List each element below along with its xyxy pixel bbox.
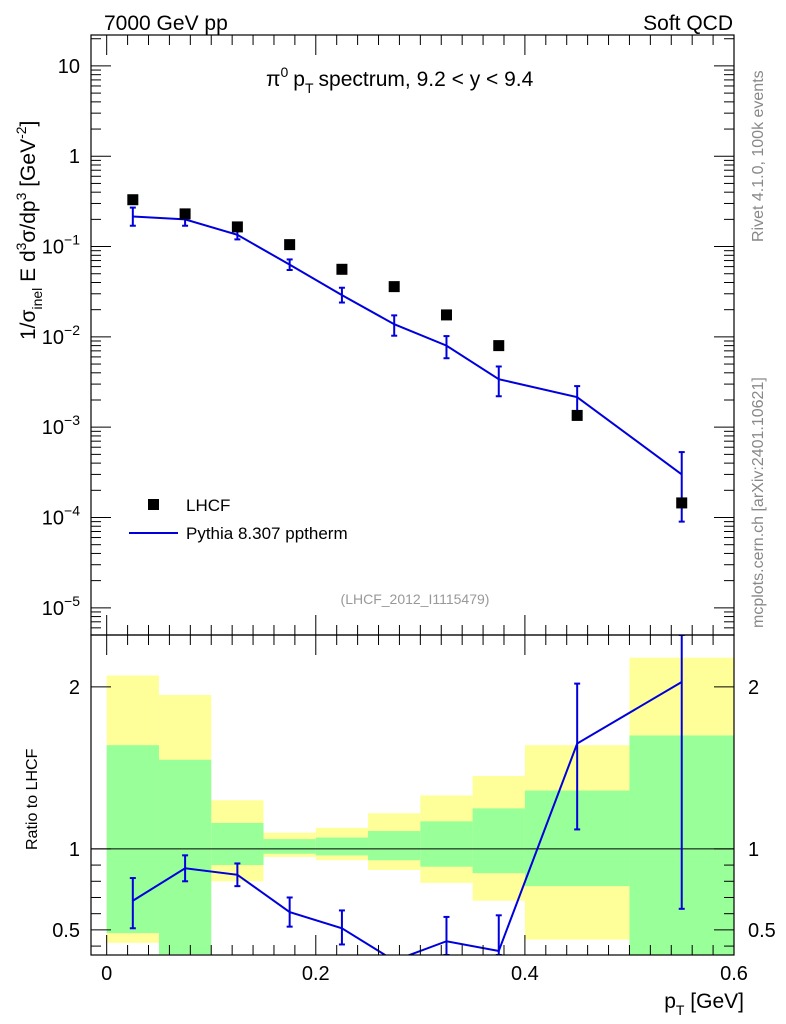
uncertainty-band-green	[472, 808, 525, 874]
x-tick-label: 0.2	[302, 963, 330, 985]
main-frame	[90, 34, 735, 636]
ratio-x-ticks: 0 0.2 0.4 0.6	[101, 635, 748, 985]
main-y-tick-label: 10−5	[42, 593, 80, 620]
main-y-tick-label: 1	[69, 146, 80, 168]
x-tick-label: 0	[101, 963, 112, 985]
y-tick-base: 10	[42, 507, 64, 529]
main-y-axis-label: 1/σinel E d3σ/dp3 [GeV-2]	[13, 121, 45, 340]
main-y-tick-label: 10−1	[42, 232, 80, 259]
ratio-series-layer	[129, 635, 685, 955]
legend: LHCF Pythia 8.307 pptherm	[129, 496, 348, 543]
mcplots-label: mcplots.cern.ch [arXiv:2401.10621]	[750, 377, 767, 628]
title-p: p	[293, 68, 305, 91]
x-tick-label: 0.6	[720, 963, 748, 985]
y-tick-base: 1	[69, 146, 80, 168]
y-tick-base: 10	[42, 237, 64, 259]
ratio-bands-layer	[106, 657, 734, 955]
ylabel-b: E d	[17, 250, 40, 287]
main-y-tick-label: 10−3	[42, 412, 80, 439]
main-y-tick-label: 10	[58, 56, 80, 78]
ratio-y-tick-label-right: 0.5	[748, 920, 776, 942]
xlabel-T: T	[676, 1002, 685, 1018]
ylabel-three2: 3	[13, 192, 29, 200]
ylabel-c: σ/dp	[17, 200, 40, 242]
analysis-watermark: (LHCF_2012_I1115479)	[341, 591, 490, 607]
y-tick-base: 10	[42, 327, 64, 349]
x-axis-label: pT [GeV]	[664, 990, 744, 1018]
title-pi: π	[266, 68, 281, 91]
uncertainty-band-green	[368, 831, 421, 861]
main-x-ticks	[106, 35, 735, 635]
y-tick-exponent: −2	[64, 322, 80, 338]
ratio-panel: 0.5 0.5 1 1 2 2 0 0.2 0.4 0.6 Ratio to LHCF pT […	[24, 634, 776, 1018]
uncertainty-band-green	[315, 837, 369, 856]
pythia-ratio-line	[132, 681, 683, 955]
ratio-clipped-group	[129, 635, 685, 955]
lhcf-data-point	[676, 497, 688, 509]
ylabel-minus2: -2	[13, 126, 29, 139]
uncertainty-band-green	[211, 822, 264, 866]
y-tick-exponent: −5	[64, 593, 80, 609]
header-left-label: 7000 GeV pp	[104, 12, 228, 35]
title-T: T	[305, 80, 314, 96]
y-tick-exponent: −3	[64, 412, 80, 428]
main-title: π0 pT spectrum, 9.2 < y < 9.4	[266, 64, 534, 96]
x-tick-label: 0.4	[511, 963, 539, 985]
y-tick-base: 10	[42, 417, 64, 439]
lhcf-data-point	[571, 409, 583, 421]
lhcf-data-point	[231, 221, 243, 233]
y-tick-base: 10	[58, 56, 80, 78]
pythia-line	[132, 215, 683, 476]
main-series-layer	[127, 194, 688, 523]
xlabel-rest: [GeV]	[684, 990, 744, 1013]
ratio-y-tick-label-right: 1	[748, 839, 759, 861]
ratio-y-ticks: 0.5 0.5 1 1 2 2	[52, 677, 776, 947]
lhcf-data-point	[388, 281, 400, 293]
y-tick-base: 10	[42, 598, 64, 620]
ylabel-inel: inel	[29, 288, 45, 310]
title-rest: spectrum, 9.2 < y < 9.4	[319, 68, 534, 91]
y-tick-exponent: −4	[64, 502, 80, 518]
legend-marker-lhcf	[148, 499, 159, 510]
ratio-y-tick-label-left: 1	[69, 839, 80, 861]
ylabel-e: ]	[17, 121, 40, 127]
ratio-y-tick-label-right: 2	[748, 677, 759, 699]
ratio-y-tick-label-left: 2	[69, 677, 80, 699]
lhcf-data-point	[284, 239, 296, 251]
legend-label-lhcf: LHCF	[186, 496, 230, 515]
title-zero: 0	[281, 64, 289, 80]
ylabel-a: 1/σ	[17, 309, 40, 340]
lhcf-data-point	[440, 309, 452, 321]
header-right-label: Soft QCD	[643, 12, 733, 35]
lhcf-data-point	[493, 340, 505, 352]
uncertainty-band-green	[420, 821, 473, 867]
lhcf-data-point	[127, 194, 139, 206]
ratio-y-axis-label: Ratio to LHCF	[24, 748, 41, 850]
ratio-frame	[90, 634, 735, 956]
lhcf-data-point	[179, 208, 191, 220]
ylabel-d: [GeV	[17, 139, 40, 193]
uncertainty-band-green	[263, 839, 316, 854]
legend-label-pythia: Pythia 8.307 pptherm	[186, 524, 348, 543]
lhcf-data-point	[336, 263, 348, 275]
main-y-tick-label: 10−2	[42, 322, 80, 349]
main-y-tick-label: 10−4	[42, 502, 80, 529]
rivet-label: Rivet 4.1.0, 100k events	[750, 70, 767, 242]
y-tick-exponent: −1	[64, 232, 80, 248]
ylabel-three1: 3	[13, 242, 29, 250]
ratio-y-tick-label-left: 0.5	[52, 920, 80, 942]
xlabel-p: p	[664, 990, 676, 1013]
